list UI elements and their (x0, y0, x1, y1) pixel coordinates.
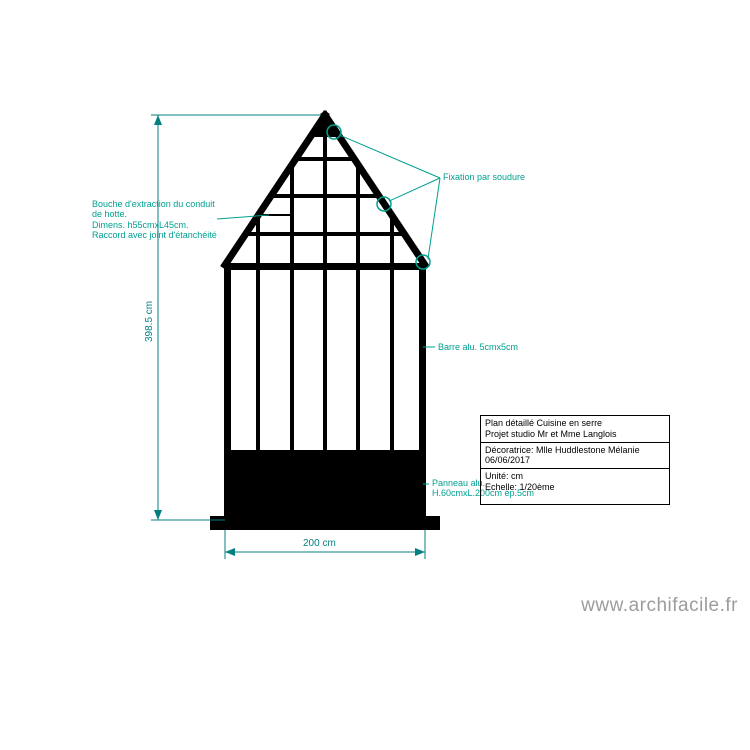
title-block-row: Plan détaillé Cuisine en serre Projet st… (481, 416, 669, 443)
drawing-canvas: { "colors": { "bg": "#ffffff", "ink": "#… (0, 0, 750, 750)
dimension-height-label: 398.5 cm (144, 300, 156, 341)
annotation-extraction: Bouche d'extraction du conduit de hotte.… (92, 199, 217, 240)
annotation-fixation: Fixation par soudure (443, 172, 525, 182)
dimension-width-label: 200 cm (303, 538, 336, 550)
annotation-barre: Barre alu. 5cmx5cm (438, 342, 518, 352)
watermark: www.archifacile.fr (0, 595, 738, 617)
title-block-row: Unité: cm Echelle: 1/20ème (481, 469, 669, 495)
svg-drawing (0, 0, 750, 750)
title-block-row: Décoratrice: Mlle Huddlestone Mélanie 06… (481, 443, 669, 470)
title-block: Plan détaillé Cuisine en serre Projet st… (480, 415, 670, 505)
